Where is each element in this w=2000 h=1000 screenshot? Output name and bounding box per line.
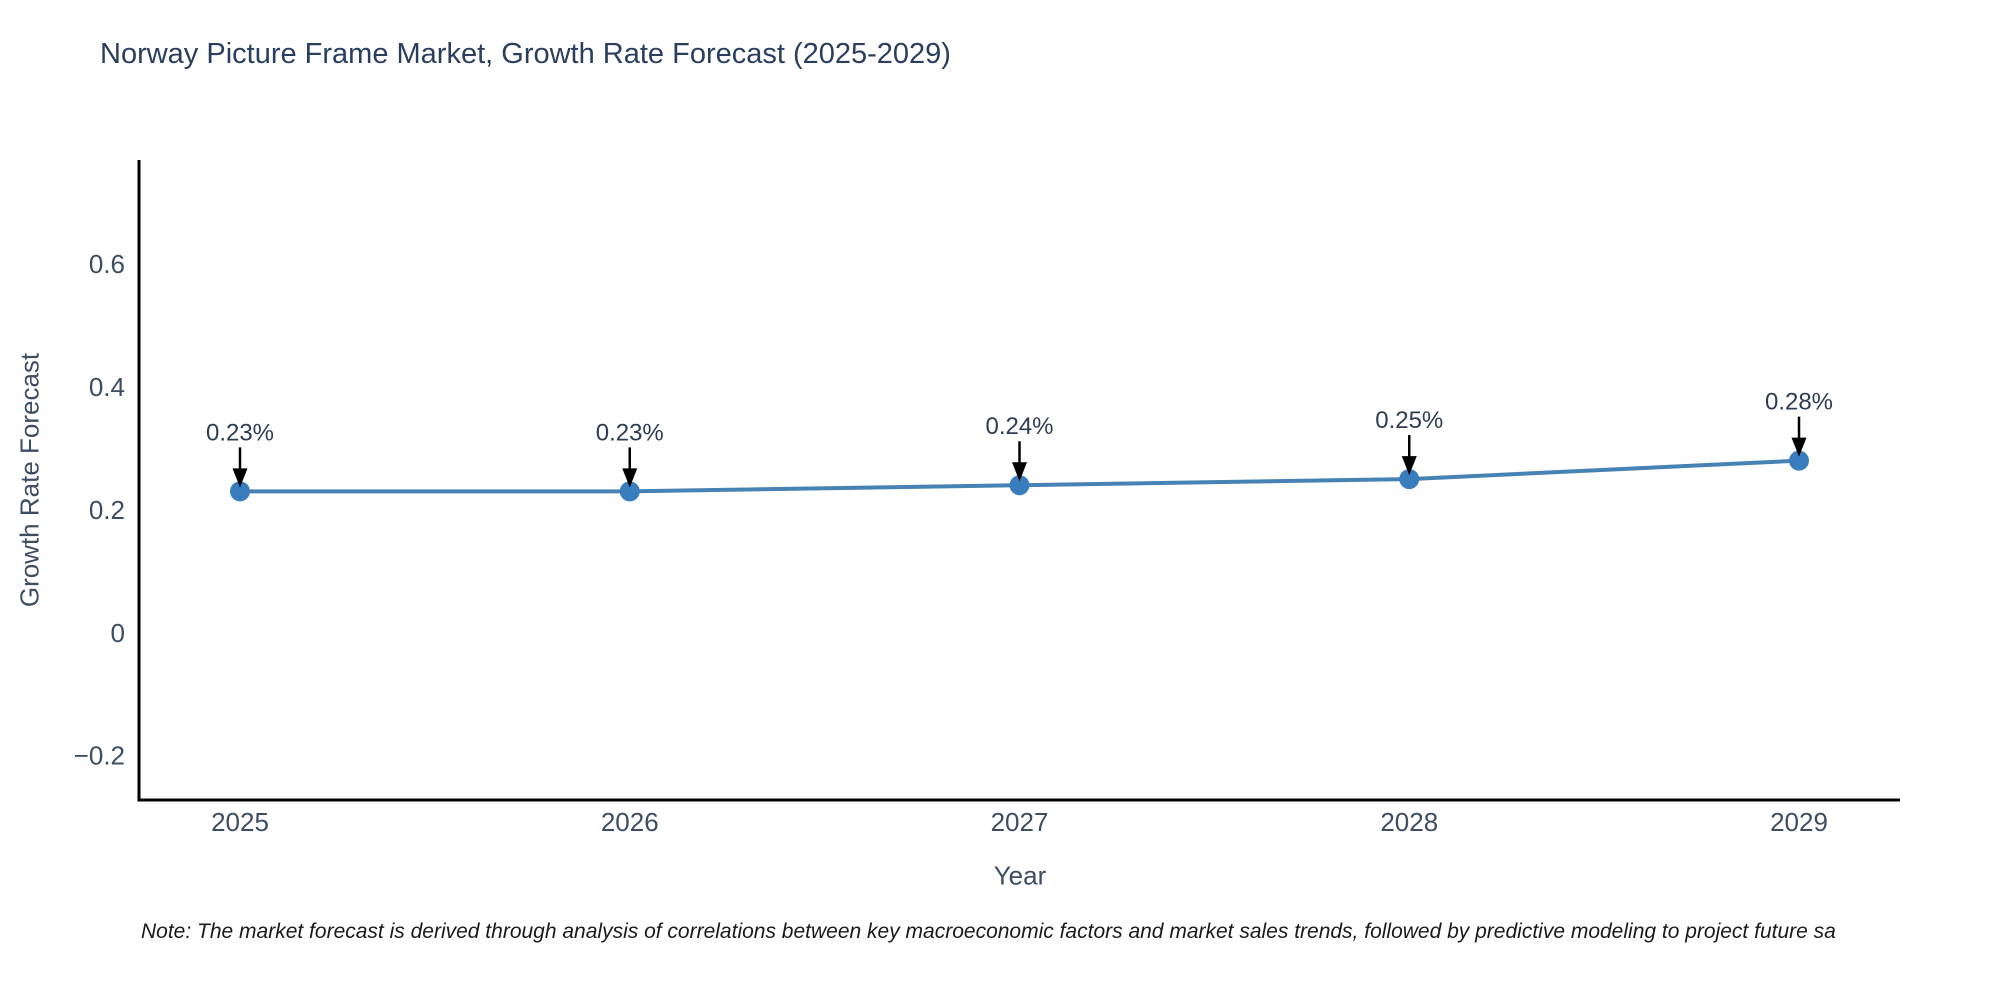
x-tick-label: 2029 bbox=[1770, 807, 1828, 837]
annotation-label: 0.25% bbox=[1375, 407, 1443, 434]
annotation-arrowhead bbox=[622, 468, 638, 488]
x-axis-title: Year bbox=[993, 860, 1047, 891]
data-point bbox=[619, 481, 640, 502]
annotation-label: 0.28% bbox=[1765, 389, 1833, 416]
data-point bbox=[1399, 469, 1420, 490]
y-tick-label: 0.4 bbox=[89, 372, 125, 402]
annotation-label: 0.24% bbox=[985, 413, 1053, 440]
data-point bbox=[1789, 450, 1809, 471]
chart-title: Norway Picture Frame Market, Growth Rate… bbox=[100, 38, 951, 70]
data-point bbox=[1009, 475, 1030, 496]
y-tick-label: −0.2 bbox=[74, 741, 125, 771]
x-tick-label: 2025 bbox=[211, 807, 269, 837]
data-point bbox=[230, 481, 250, 502]
annotation-arrowhead bbox=[232, 468, 248, 488]
annotation-arrowhead bbox=[1401, 456, 1417, 476]
annotation-arrowhead bbox=[1791, 437, 1807, 457]
y-tick-label: 0 bbox=[111, 618, 125, 648]
x-tick-label: 2027 bbox=[991, 807, 1049, 837]
annotation-label: 0.23% bbox=[596, 419, 664, 446]
y-tick-label: 0.6 bbox=[89, 249, 125, 279]
annotation-arrowhead bbox=[1012, 462, 1027, 482]
x-tick-label: 2028 bbox=[1380, 807, 1438, 837]
x-tick-label: 2026 bbox=[601, 807, 659, 837]
y-tick-label: 0.2 bbox=[89, 495, 125, 525]
footnote: Note: The market forecast is derived thr… bbox=[141, 920, 1836, 943]
annotation-label: 0.23% bbox=[206, 419, 274, 446]
